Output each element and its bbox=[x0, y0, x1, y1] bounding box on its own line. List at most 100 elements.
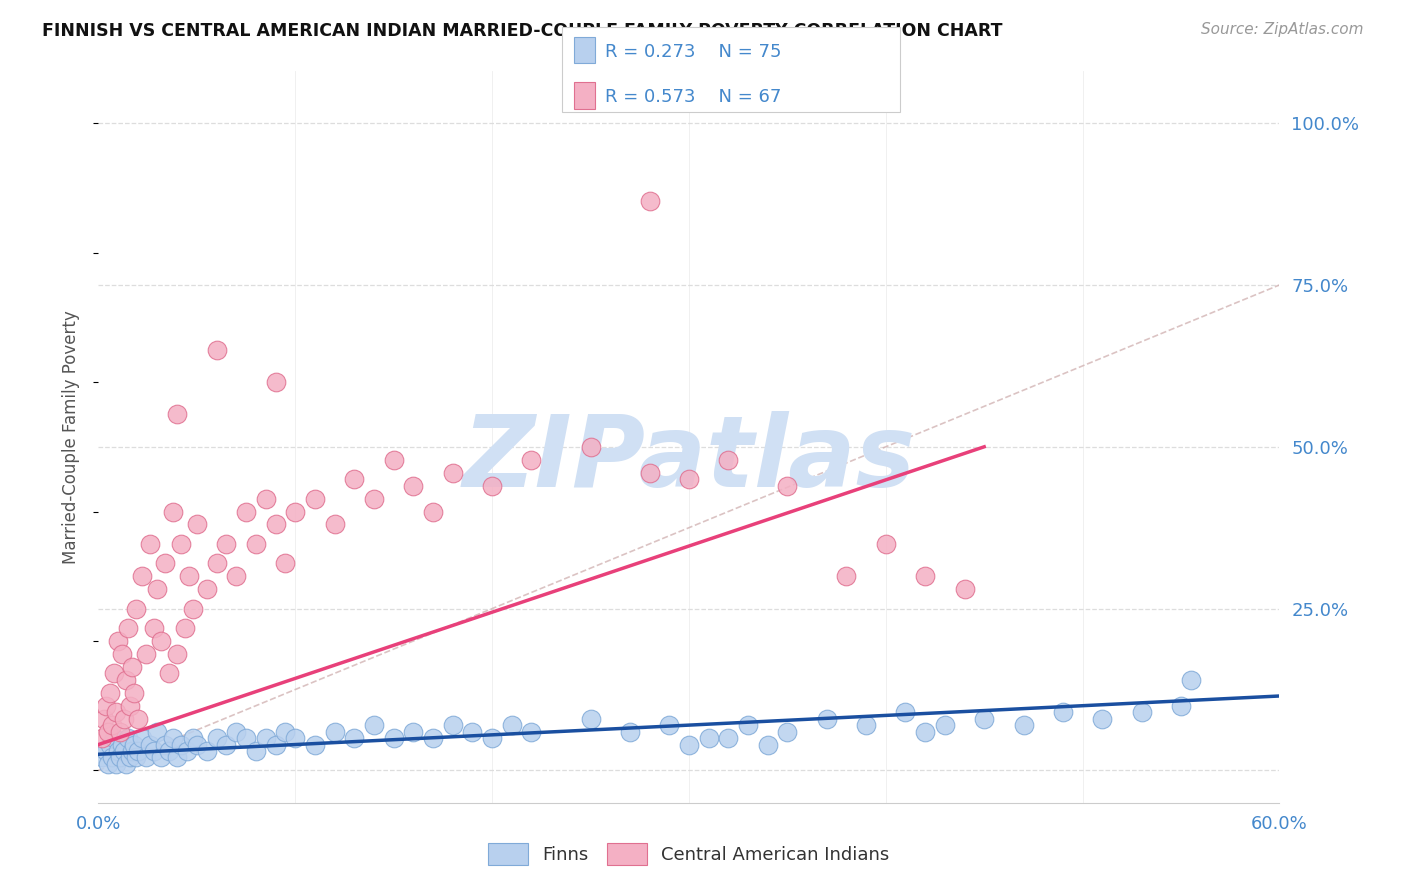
Point bbox=[105, 756, 128, 771]
Point bbox=[93, 712, 115, 726]
Point bbox=[205, 343, 228, 357]
Point bbox=[264, 738, 287, 752]
Point bbox=[101, 718, 124, 732]
Point bbox=[205, 731, 228, 745]
Point bbox=[142, 744, 165, 758]
Point bbox=[756, 738, 779, 752]
Point bbox=[1180, 673, 1202, 687]
Point bbox=[176, 744, 198, 758]
Point bbox=[150, 634, 173, 648]
Point bbox=[678, 738, 700, 752]
Point bbox=[91, 750, 114, 764]
Point bbox=[107, 634, 129, 648]
Point bbox=[363, 718, 385, 732]
Point bbox=[166, 647, 188, 661]
Point bbox=[150, 750, 173, 764]
Point bbox=[195, 744, 218, 758]
Point bbox=[122, 686, 145, 700]
Legend: Finns, Central American Indians: Finns, Central American Indians bbox=[479, 834, 898, 874]
Point bbox=[1091, 712, 1114, 726]
Point bbox=[108, 724, 131, 739]
Point bbox=[157, 666, 180, 681]
Point bbox=[835, 569, 858, 583]
Point bbox=[107, 744, 129, 758]
Point bbox=[776, 724, 799, 739]
Point bbox=[170, 738, 193, 752]
Point bbox=[776, 478, 799, 492]
Point bbox=[254, 731, 277, 745]
Point bbox=[98, 738, 121, 752]
Point bbox=[157, 744, 180, 758]
Point bbox=[284, 504, 307, 518]
Point bbox=[97, 756, 120, 771]
Point bbox=[118, 750, 141, 764]
Point bbox=[108, 750, 131, 764]
Point bbox=[343, 472, 366, 486]
Point bbox=[815, 712, 838, 726]
Point bbox=[166, 408, 188, 422]
Point bbox=[111, 647, 134, 661]
Point bbox=[1012, 718, 1035, 732]
Point bbox=[235, 731, 257, 745]
Point bbox=[274, 724, 297, 739]
Point bbox=[323, 517, 346, 532]
Point bbox=[422, 504, 444, 518]
Point bbox=[264, 517, 287, 532]
Point bbox=[422, 731, 444, 745]
Point bbox=[101, 750, 124, 764]
Point bbox=[118, 698, 141, 713]
Point bbox=[619, 724, 641, 739]
Text: Source: ZipAtlas.com: Source: ZipAtlas.com bbox=[1201, 22, 1364, 37]
Point bbox=[131, 569, 153, 583]
Point bbox=[678, 472, 700, 486]
Point bbox=[98, 686, 121, 700]
Point bbox=[215, 537, 238, 551]
Point bbox=[245, 537, 267, 551]
Point bbox=[225, 569, 247, 583]
Point bbox=[177, 569, 200, 583]
Point bbox=[1052, 705, 1074, 719]
Point bbox=[195, 582, 218, 597]
Point bbox=[121, 744, 143, 758]
Point bbox=[96, 698, 118, 713]
Text: R = 0.273    N = 75: R = 0.273 N = 75 bbox=[605, 43, 782, 61]
Point bbox=[115, 673, 138, 687]
Point bbox=[914, 569, 936, 583]
Point bbox=[579, 440, 602, 454]
Point bbox=[186, 738, 208, 752]
Point bbox=[304, 738, 326, 752]
Point bbox=[363, 491, 385, 506]
Point bbox=[855, 718, 877, 732]
Point bbox=[284, 731, 307, 745]
Text: ZIPatlas: ZIPatlas bbox=[463, 410, 915, 508]
Point bbox=[235, 504, 257, 518]
Point bbox=[717, 452, 740, 467]
Point bbox=[914, 724, 936, 739]
Point bbox=[658, 718, 681, 732]
Point bbox=[91, 731, 114, 745]
Point bbox=[115, 756, 138, 771]
Point bbox=[461, 724, 484, 739]
Point bbox=[1130, 705, 1153, 719]
Point bbox=[170, 537, 193, 551]
Point bbox=[274, 557, 297, 571]
Point bbox=[481, 478, 503, 492]
Point bbox=[186, 517, 208, 532]
Point bbox=[125, 601, 148, 615]
Point bbox=[127, 712, 149, 726]
Point bbox=[146, 724, 169, 739]
Point bbox=[112, 712, 135, 726]
Point bbox=[103, 731, 125, 745]
Point bbox=[402, 724, 425, 739]
Point bbox=[638, 466, 661, 480]
Point bbox=[112, 744, 135, 758]
Point bbox=[520, 724, 543, 739]
Point bbox=[142, 621, 165, 635]
Point bbox=[122, 738, 145, 752]
Point bbox=[166, 750, 188, 764]
Point bbox=[215, 738, 238, 752]
Point bbox=[135, 750, 157, 764]
Point bbox=[402, 478, 425, 492]
Point bbox=[323, 724, 346, 739]
Point bbox=[520, 452, 543, 467]
